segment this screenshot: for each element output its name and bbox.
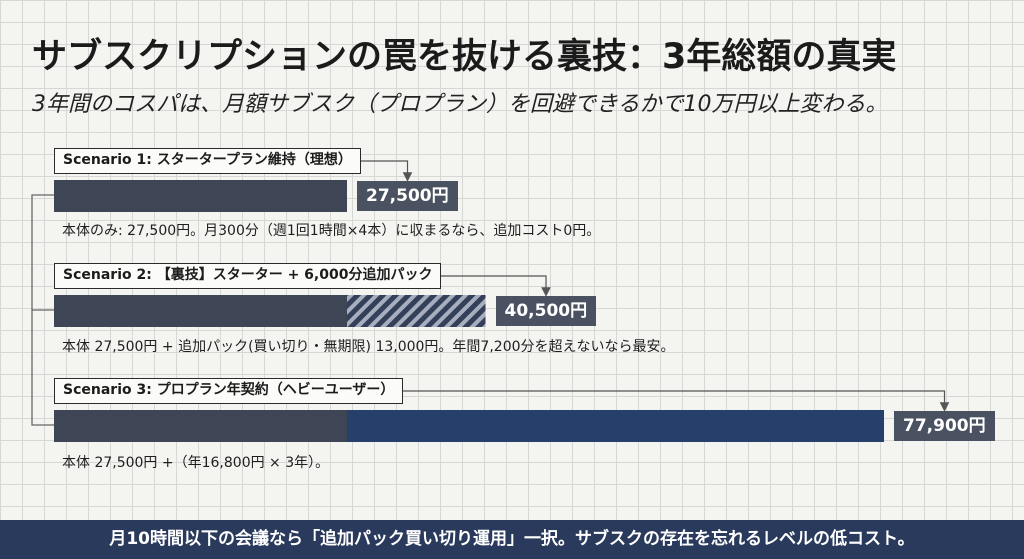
stacked-bar-chart: [31, 160, 950, 442]
scenario-2-total: 40,500円: [495, 296, 597, 326]
scenario-3-note: 本体 27,500円 +（年16,800円 × 3年）。: [62, 455, 330, 471]
bar-3-base-segment: [54, 410, 348, 442]
scenario-3-callout-line: [403, 390, 950, 412]
scenario-1-note: 本体のみ: 27,500円。月300分（週1回1時間×4本）に収まるなら、追加コ…: [62, 223, 601, 239]
bar-2-addon-segment: [347, 295, 486, 327]
scenario-1-total: 27,500円: [357, 181, 458, 211]
scenario-2-label: Scenario 2: 【裏技】スターター + 6,000分追加パック: [54, 263, 442, 289]
scenario-2-note: 本体 27,500円 + 追加パック(買い切り・無期限) 13,000円。年間7…: [62, 339, 675, 355]
scenario-3-label: Scenario 3: プロプラン年契約（ヘビーユーザー）: [54, 378, 404, 404]
scenario-1-label: Scenario 1: スタータープラン維持（理想）: [54, 148, 361, 174]
bar-2-base-segment: [54, 295, 348, 327]
bar-1-base-segment: [54, 180, 348, 212]
scenario-2-callout-line: [441, 275, 551, 297]
scenario-1-callout-line: [361, 160, 413, 182]
page-title: サブスクリプションの罠を抜ける裏技：3年総額の真実: [32, 37, 897, 77]
scenario-3-total: 77,900円: [894, 411, 995, 441]
scenario-connector: [31, 194, 54, 426]
footer-banner: 月10時間以下の会議なら「追加パック買い切り運用」一択。サブスクの存在を忘れるレ…: [0, 520, 1024, 559]
page-subtitle: 3年間のコスパは、月額サブスク（プロプラン）を回避できるかで10万円以上変わる。: [32, 92, 888, 117]
bar-3-pro-segment: [347, 410, 884, 442]
